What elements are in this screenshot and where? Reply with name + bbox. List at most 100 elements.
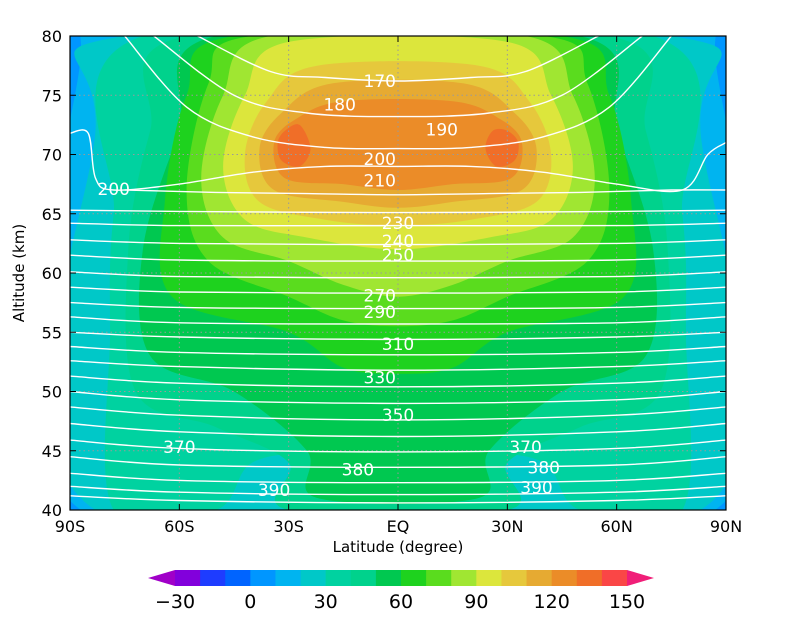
contour-line-385 xyxy=(70,485,726,496)
contour-line-360 xyxy=(70,422,726,438)
contour-label: 380 xyxy=(342,461,374,481)
colorbar-segment xyxy=(250,570,276,586)
contour-line-320 xyxy=(70,360,726,371)
colorbar-segment xyxy=(426,570,452,586)
contour-label: 370 xyxy=(163,438,195,458)
colorbar-tick-label: 90 xyxy=(464,591,488,613)
contour-label: 350 xyxy=(382,406,414,426)
contour-label-layer: 1701801902002102002302402502702903103303… xyxy=(98,72,560,501)
x-tick-label: 90N xyxy=(710,517,742,536)
colorbar-segment xyxy=(175,570,201,586)
x-tick-label: 30N xyxy=(491,517,523,536)
contour-line-370 xyxy=(70,439,726,453)
contour-line-375 xyxy=(70,456,726,469)
colorbar-segment xyxy=(300,570,327,586)
filled-contour-layer xyxy=(70,36,726,510)
y-axis-label: Altitude (km) xyxy=(10,224,28,322)
y-tick-label: 55 xyxy=(42,323,62,342)
contour-line-layer xyxy=(70,36,726,504)
contour-line-210 xyxy=(124,189,726,196)
colorbar-extend-high xyxy=(627,570,654,586)
contour-line-180 xyxy=(153,36,643,118)
contour-line-270 xyxy=(70,286,726,294)
contour-line-240 xyxy=(70,239,726,246)
contour-line-260 xyxy=(70,271,726,279)
colorbar-extend-low xyxy=(148,570,175,586)
contour-line-390 xyxy=(70,495,726,504)
contour-label: 380 xyxy=(528,458,560,478)
y-tick-label: 60 xyxy=(42,264,62,283)
colorbar-segment xyxy=(275,570,302,586)
colorbar-tick-label: −30 xyxy=(155,591,195,613)
colorbar-segment xyxy=(501,570,528,586)
contour-line-250 xyxy=(70,254,726,262)
contour-fill-region xyxy=(277,124,311,167)
contour-label: 250 xyxy=(382,246,414,266)
y-tick-label: 70 xyxy=(42,146,62,165)
contour-label: 210 xyxy=(364,172,396,192)
colorbar-segment xyxy=(476,570,502,586)
y-tick-label: 65 xyxy=(42,205,62,224)
colorbar-segment xyxy=(325,570,352,586)
colorbar-segment xyxy=(526,570,553,586)
contour-label: 270 xyxy=(364,287,396,307)
contour-line-350 xyxy=(70,406,726,421)
colorbar-tick-label: 150 xyxy=(609,591,645,613)
x-tick-label: 90S xyxy=(55,517,86,536)
contour-label: 370 xyxy=(509,438,541,458)
contour-label: 330 xyxy=(364,368,396,388)
x-tick-label: EQ xyxy=(387,517,410,536)
gridlines xyxy=(70,36,726,510)
contour-label: 200 xyxy=(98,180,130,200)
colorbar-segment xyxy=(451,570,477,586)
contour-line-310 xyxy=(70,345,726,356)
contour-line-330 xyxy=(70,375,726,388)
contour-label: 390 xyxy=(258,481,290,501)
colorbar-segment xyxy=(225,570,251,586)
colorbar-segment xyxy=(551,570,578,586)
contour-label: 190 xyxy=(426,121,458,141)
contour-line-300 xyxy=(70,331,726,341)
colorbar: −30 0 30 60 90 120 150 xyxy=(148,570,654,613)
contour-line-340 xyxy=(70,390,726,405)
colorbar-tick-label: 30 xyxy=(314,591,338,613)
contour-label: 230 xyxy=(382,214,414,234)
x-tick-label: 60N xyxy=(601,517,633,536)
y-tick-label: 50 xyxy=(42,383,62,402)
contour-line-290 xyxy=(70,316,726,325)
colorbar-segment xyxy=(200,570,226,586)
colorbar-tick-label: 0 xyxy=(244,591,256,613)
contour-line-220 xyxy=(70,209,726,214)
contour-label: 310 xyxy=(382,335,414,355)
axes: 90S 60S 30S EQ 30N 60N 90N 40 45 50 55 60 65 70 75 80 xyxy=(42,27,743,536)
contour-line-380 xyxy=(70,472,726,484)
x-axis-label: Latitude (degree) xyxy=(333,538,464,556)
contour-label: 200 xyxy=(364,150,396,170)
colorbar-segment xyxy=(576,570,603,586)
contour-line-190 xyxy=(124,36,672,150)
y-tick-label: 45 xyxy=(42,442,62,461)
y-tick-label: 80 xyxy=(42,27,62,46)
y-tick-label: 40 xyxy=(42,501,62,520)
contour-line-200 xyxy=(70,129,726,193)
y-tick-label: 75 xyxy=(42,86,62,105)
contour-line-280 xyxy=(70,301,726,310)
contour-label: 390 xyxy=(520,478,552,498)
colorbar-segment xyxy=(350,570,377,586)
colorbar-tick-label: 60 xyxy=(389,591,413,613)
colorbar-segment xyxy=(601,570,628,586)
contour-label: 180 xyxy=(323,96,355,116)
contour-label: 240 xyxy=(382,232,414,252)
colorbar-tick-label: 120 xyxy=(534,591,570,613)
contour-label: 290 xyxy=(364,303,396,323)
colorbar-segment xyxy=(375,570,402,586)
contour-line-170 xyxy=(197,36,599,82)
x-tick-label: 30S xyxy=(273,517,304,536)
contour-label: 170 xyxy=(364,72,396,92)
contour-line-230 xyxy=(70,222,726,227)
colorbar-segment xyxy=(401,570,427,586)
contour-fill-region xyxy=(485,128,519,167)
x-tick-label: 60S xyxy=(164,517,195,536)
